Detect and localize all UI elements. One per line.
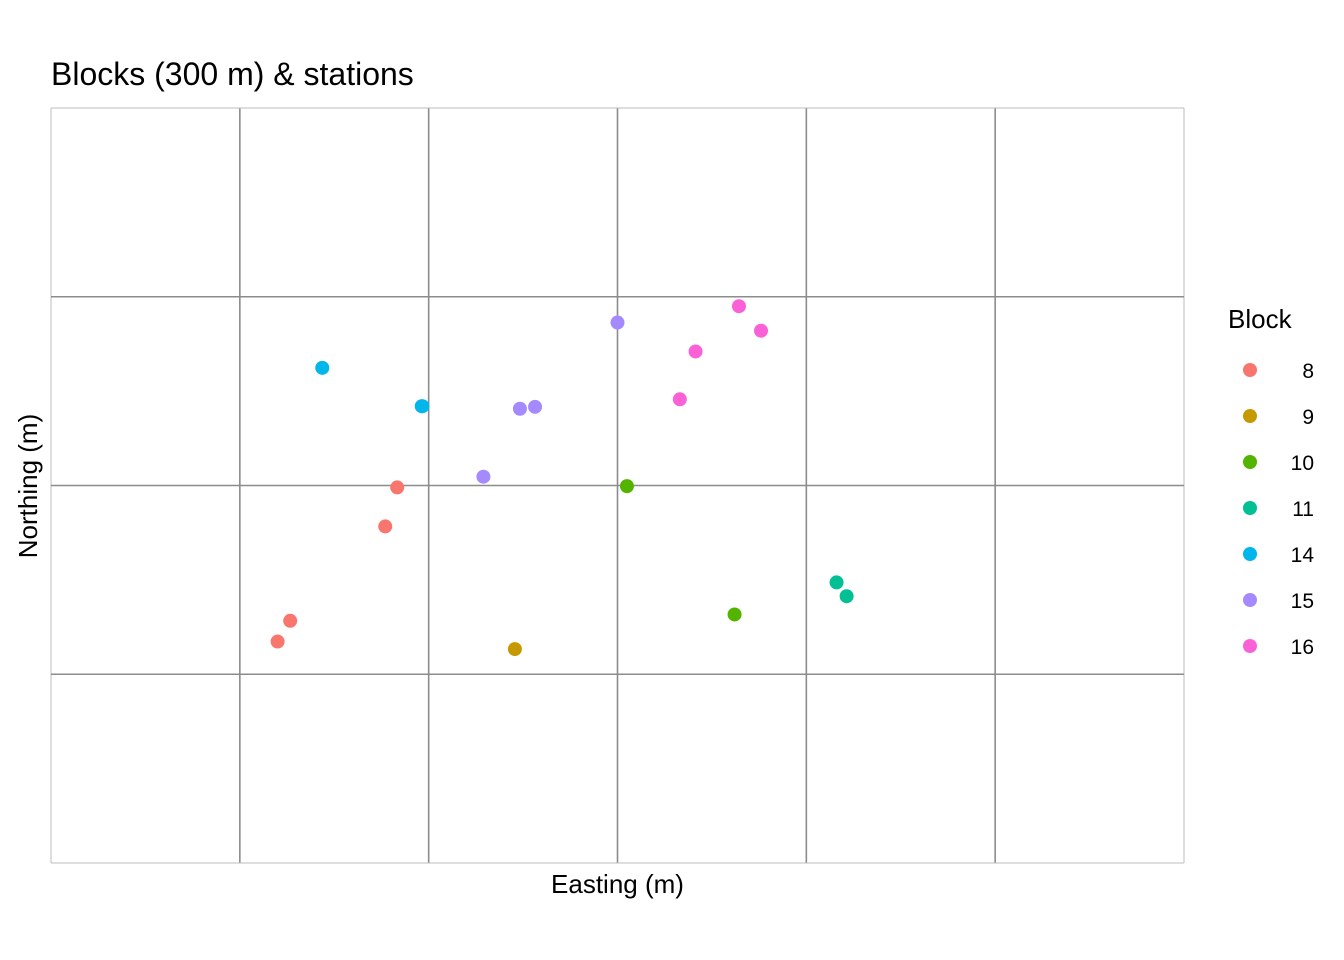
legend-key-16	[1243, 639, 1257, 653]
legend-label-9: 9	[1302, 406, 1314, 429]
legend-label-11: 11	[1292, 498, 1314, 521]
legend-key-10	[1243, 455, 1257, 469]
legend-key-8	[1243, 363, 1257, 377]
legend-label-16: 16	[1291, 636, 1314, 659]
legend-key-11	[1243, 501, 1257, 515]
legend-label-14: 14	[1291, 544, 1315, 567]
data-point-block-16	[688, 344, 703, 359]
data-point-block-11	[829, 575, 844, 590]
data-point-block-10	[727, 607, 742, 622]
data-point-block-14	[315, 360, 330, 375]
legend-label-15: 15	[1291, 590, 1314, 613]
data-point-block-10	[619, 479, 634, 494]
data-point-block-16	[672, 392, 687, 407]
legend-label-8: 8	[1302, 360, 1314, 383]
data-point-block-8	[390, 480, 405, 495]
legend-label-10: 10	[1291, 452, 1314, 475]
data-point-block-9	[507, 642, 522, 657]
y-axis-title: Northing (m)	[13, 414, 43, 558]
data-point-block-15	[528, 399, 543, 414]
data-point-block-8	[270, 634, 285, 649]
data-point-block-11	[839, 589, 854, 604]
data-point-block-16	[754, 323, 769, 338]
x-axis-title: Easting (m)	[551, 869, 684, 899]
data-point-block-15	[610, 315, 625, 330]
legend-key-9	[1243, 409, 1257, 423]
plot-panel	[50, 107, 1185, 864]
legend-key-15	[1243, 593, 1257, 607]
legend-key-14	[1243, 547, 1257, 561]
data-point-block-15	[512, 401, 527, 416]
data-point-block-15	[476, 469, 491, 484]
data-point-block-14	[415, 399, 430, 414]
legend-title: Block	[1228, 304, 1293, 334]
chart-title: Blocks (300 m) & stations	[51, 56, 414, 92]
data-points	[270, 299, 854, 657]
data-point-block-16	[731, 299, 746, 314]
data-point-block-8	[378, 519, 393, 534]
data-point-block-8	[283, 613, 298, 628]
legend: Block 8 9 10 11 14 15 16	[1228, 304, 1314, 659]
